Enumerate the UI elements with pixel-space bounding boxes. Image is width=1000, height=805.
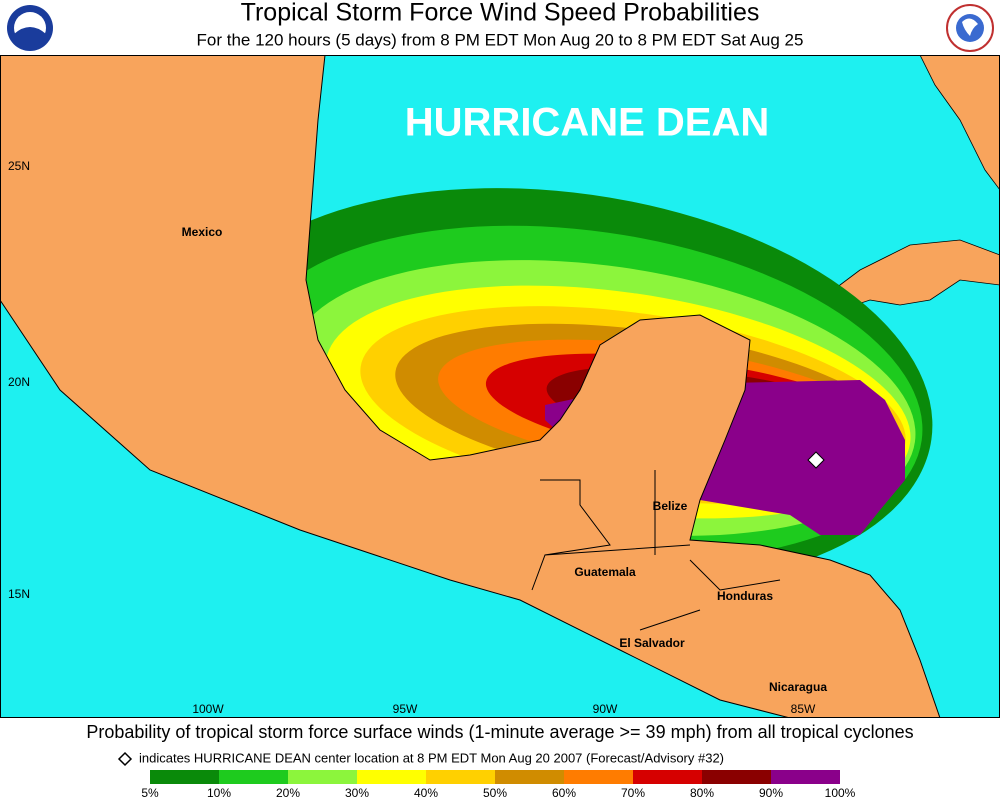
legend-swatch: [150, 770, 219, 784]
legend-swatch: [702, 770, 771, 784]
noaa-logo: [7, 5, 53, 51]
place-label: Belize: [653, 499, 688, 513]
lon-label: 95W: [393, 702, 418, 716]
borders: [531, 470, 781, 631]
lon-label: 90W: [593, 702, 618, 716]
legend-label: 10%: [207, 786, 231, 800]
legend-swatch: [357, 770, 426, 784]
florida: [919, 55, 1000, 191]
lat-label: 20N: [8, 375, 30, 389]
legend-swatch: [426, 770, 495, 784]
legend-label: 70%: [621, 786, 645, 800]
map: HURRICANE DEAN 25N 20N 15N 100W 95W 90W …: [0, 55, 1000, 718]
legend-label: 50%: [483, 786, 507, 800]
subtitle: For the 120 hours (5 days) from 8 PM EDT…: [197, 30, 804, 49]
legend-label: 90%: [759, 786, 783, 800]
legend-label: 100%: [825, 786, 856, 800]
legend-label: 60%: [552, 786, 576, 800]
nws-logo: [946, 4, 994, 52]
header-bg: [0, 0, 1000, 55]
storm-label: HURRICANE DEAN: [405, 101, 769, 145]
legend-swatch: [219, 770, 288, 784]
center-symbol: [117, 751, 133, 767]
place-label: Nicaragua: [769, 680, 827, 694]
legend-label: 20%: [276, 786, 300, 800]
legend-swatch: [771, 770, 840, 784]
legend-label: 80%: [690, 786, 714, 800]
title: Tropical Storm Force Wind Speed Probabil…: [241, 0, 760, 27]
place-label: El Salvador: [619, 636, 685, 650]
storm-center: [807, 451, 825, 469]
cuba: [819, 239, 1000, 311]
footer-line2: indicates HURRICANE DEAN center location…: [139, 750, 724, 765]
legend: 5% 10% 20% 30% 40% 50% 60% 70% 80% 90% 100%: [141, 770, 856, 800]
place-label: Mexico: [182, 225, 223, 239]
place-label: Honduras: [717, 589, 773, 603]
legend-swatch: [633, 770, 702, 784]
legend-label: 30%: [345, 786, 369, 800]
legend-swatch: [288, 770, 357, 784]
place-label: Guatemala: [574, 565, 636, 579]
lat-label: 15N: [8, 587, 30, 601]
legend-label: 40%: [414, 786, 438, 800]
lon-label: 100W: [192, 702, 224, 716]
logo-gull: [14, 27, 46, 45]
lon-label: 85W: [791, 702, 816, 716]
legend-label: 5%: [141, 786, 159, 800]
footer-line1: Probability of tropical storm force surf…: [86, 722, 913, 742]
lat-label: 25N: [8, 159, 30, 173]
legend-swatch: [495, 770, 564, 784]
logo-swirl: [962, 18, 978, 36]
legend-swatch: [564, 770, 633, 784]
